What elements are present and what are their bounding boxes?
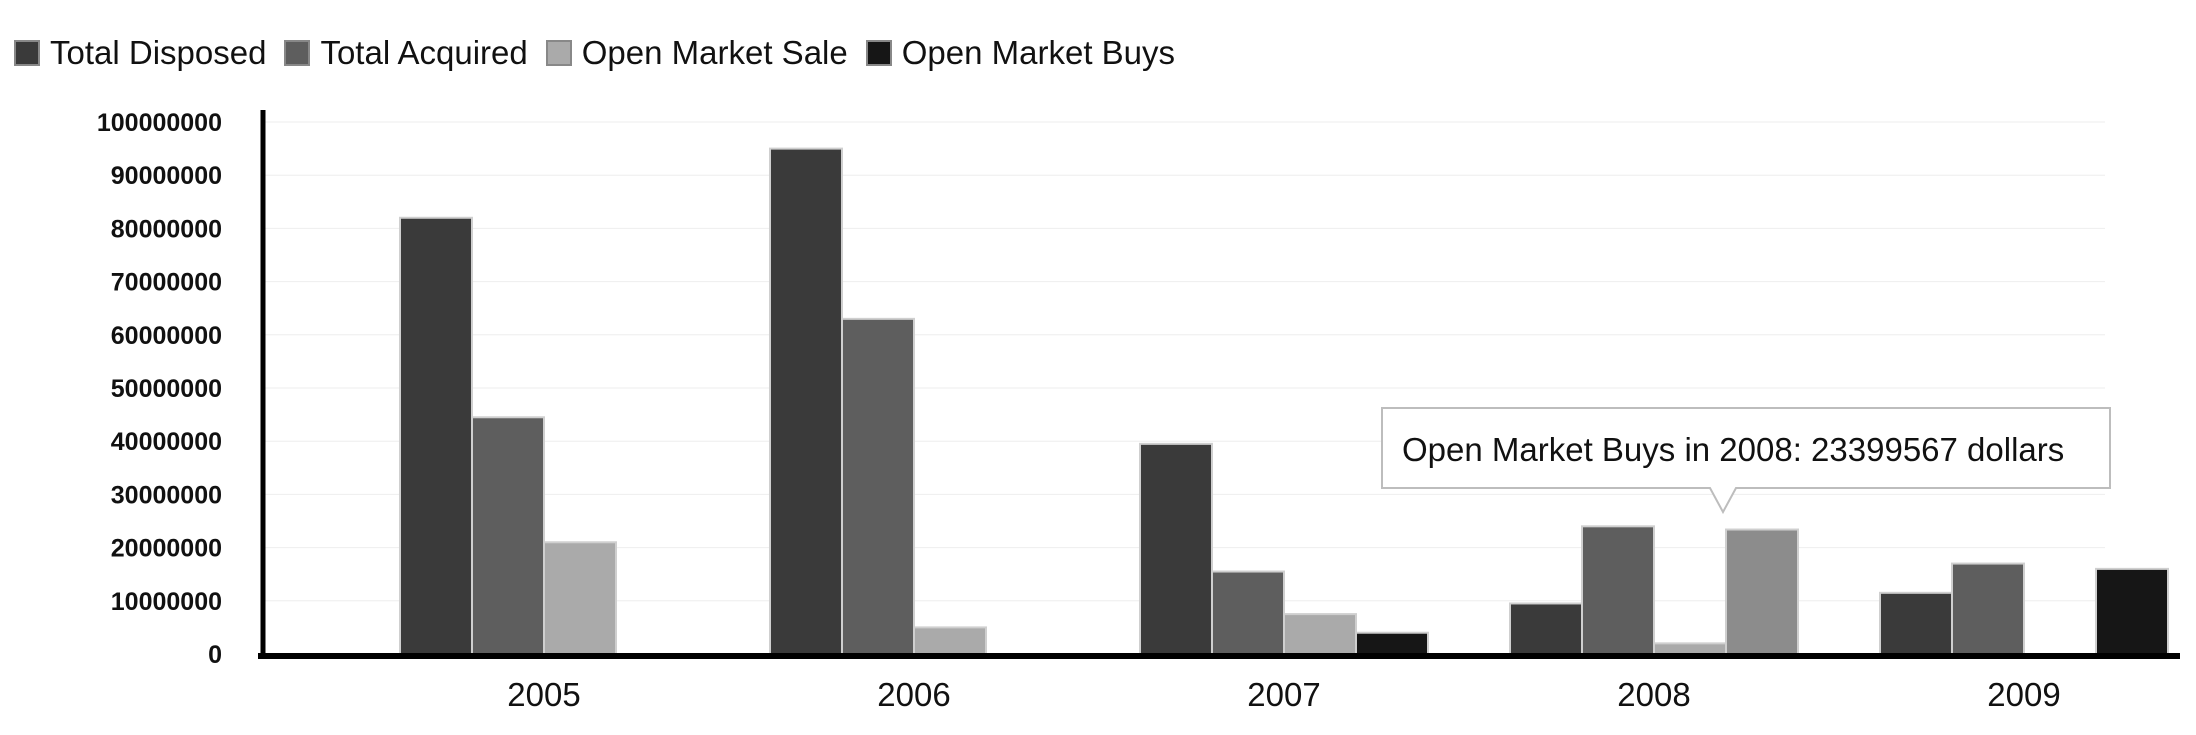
bar-open-market-sale-2006[interactable] <box>913 626 987 656</box>
bar-open-market-sale-2008[interactable] <box>1653 642 1727 655</box>
bar-total-acquired-2007[interactable] <box>1211 570 1285 655</box>
bar-open-market-sale-2007[interactable] <box>1283 613 1357 655</box>
bar-open-market-buys-2008[interactable] <box>1725 528 1799 655</box>
bar-total-acquired-2006[interactable] <box>841 317 915 655</box>
legend-item-total-acquired[interactable]: Total Acquired <box>284 34 528 72</box>
bar-total-acquired-2008[interactable] <box>1581 525 1655 656</box>
y-tick-label: 100000000 <box>97 109 222 137</box>
bar-open-market-sale-2005[interactable] <box>543 541 617 656</box>
legend-swatch-open-market-buys <box>865 40 892 66</box>
y-tick-label: 80000000 <box>111 215 222 243</box>
legend-swatch-open-market-sale <box>545 40 572 66</box>
legend-swatch-total-acquired <box>284 40 311 66</box>
y-axis-ticks: 1000000009000000080000000700000006000000… <box>97 109 222 669</box>
y-tick-label: 70000000 <box>111 269 222 297</box>
y-tick-label: 90000000 <box>111 162 222 190</box>
legend-label-total-disposed: Total Disposed <box>50 34 267 71</box>
legend-item-open-market-sale[interactable]: Open Market Sale <box>545 34 848 72</box>
y-tick-label: 50000000 <box>111 375 222 403</box>
legend-item-total-disposed[interactable]: Total Disposed <box>14 34 266 72</box>
bar-total-acquired-2005[interactable] <box>471 416 545 656</box>
x-tick-label: 2007 <box>1247 676 1320 713</box>
bar-total-disposed-2009[interactable] <box>1879 591 1953 656</box>
legend-item-open-market-buys[interactable]: Open Market Buys <box>865 34 1176 72</box>
x-tick-label: 2008 <box>1617 676 1690 713</box>
tooltip: Open Market Buys in 2008: 23399567 dolla… <box>1381 407 2111 515</box>
legend-label-total-acquired: Total Acquired <box>320 34 528 71</box>
legend-label-open-market-buys: Open Market Buys <box>901 34 1176 71</box>
bar-open-market-buys-2009[interactable] <box>2095 567 2169 656</box>
legend-label-open-market-sale: Open Market Sale <box>581 34 848 71</box>
legend-swatch-total-disposed <box>14 40 40 66</box>
y-tick-label: 20000000 <box>111 535 222 563</box>
y-tick-label: 40000000 <box>111 428 222 456</box>
x-axis-ticks: 2005 2006 2007 2008 2009 <box>507 676 2060 713</box>
bar-open-market-buys-2007[interactable] <box>1355 631 1429 655</box>
bar-total-disposed-2006[interactable] <box>769 147 843 655</box>
x-tick-label: 2005 <box>507 676 580 713</box>
y-tick-label: 0 <box>208 641 222 669</box>
axes <box>258 110 2180 659</box>
y-tick-label: 60000000 <box>111 322 222 350</box>
bars <box>399 147 2169 656</box>
y-tick-label: 10000000 <box>111 588 222 616</box>
chart-legend: Total Disposed Total Acquired Open Marke… <box>14 30 1193 76</box>
y-tick-label: 30000000 <box>111 481 222 509</box>
x-tick-label: 2006 <box>877 676 950 713</box>
x-tick-label: 2009 <box>1987 676 2060 713</box>
bar-total-disposed-2005[interactable] <box>399 216 473 655</box>
tooltip-box <box>1381 407 2111 515</box>
bar-total-disposed-2007[interactable] <box>1139 442 1213 655</box>
bar-total-acquired-2009[interactable] <box>1951 562 2025 655</box>
bar-total-disposed-2008[interactable] <box>1509 602 1583 656</box>
tooltip-text: Open Market Buys in 2008: 23399567 dolla… <box>1402 431 2064 468</box>
